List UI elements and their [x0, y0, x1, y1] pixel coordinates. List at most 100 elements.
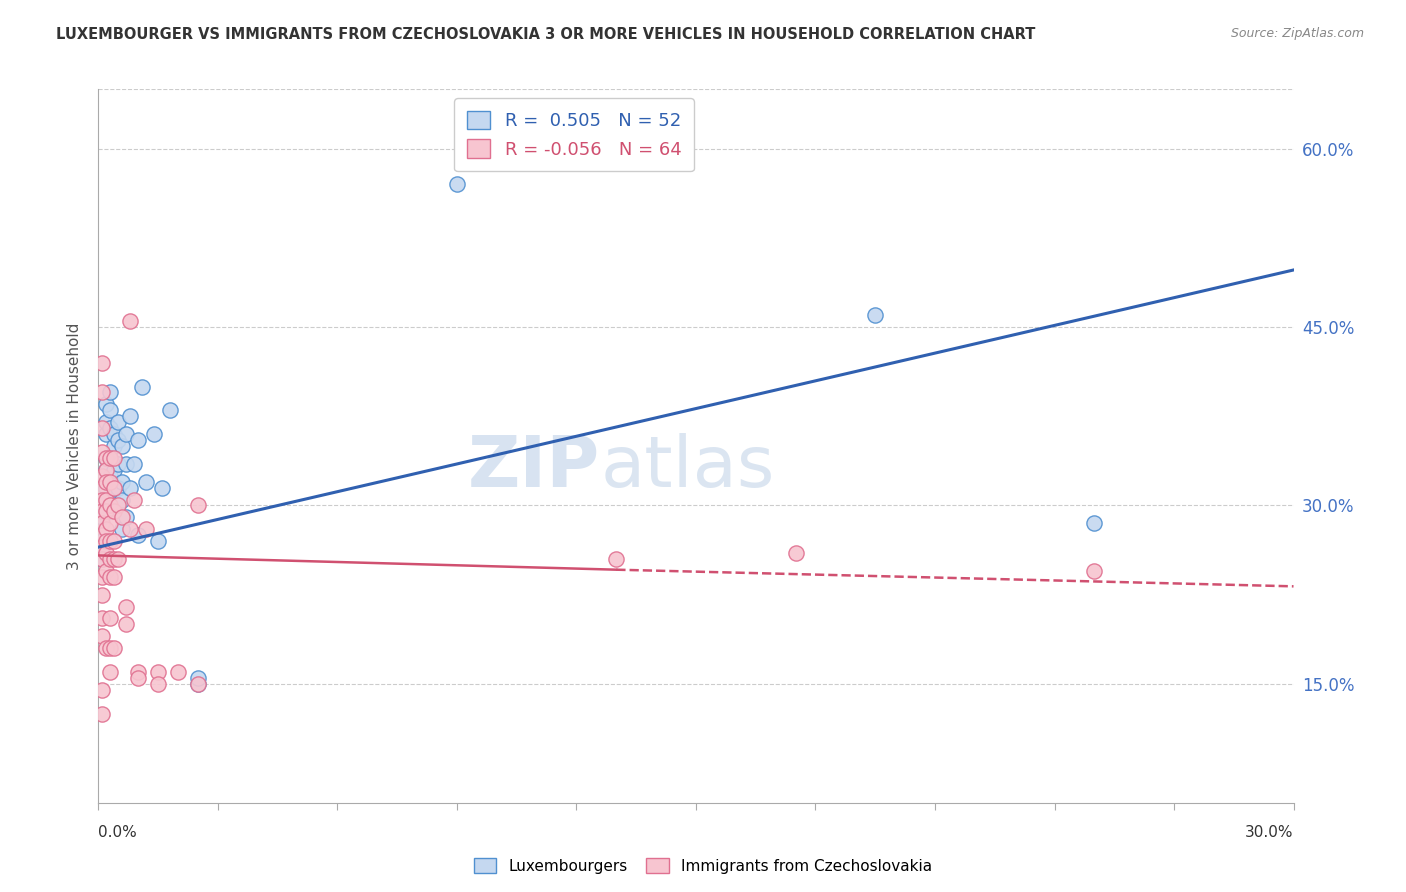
Point — [605, 552, 627, 566]
Point — [100, 450, 122, 465]
Point — [107, 481, 129, 495]
Point — [91, 468, 114, 483]
Y-axis label: 3 or more Vehicles in Household: 3 or more Vehicles in Household — [67, 322, 83, 570]
Point — [187, 677, 209, 691]
Point — [124, 457, 146, 471]
Point — [107, 499, 129, 513]
Point — [91, 588, 114, 602]
Point — [863, 308, 887, 322]
Point — [91, 504, 114, 518]
Point — [100, 403, 122, 417]
Point — [167, 665, 190, 679]
Point — [91, 385, 114, 400]
Point — [100, 492, 122, 507]
Point — [1083, 564, 1105, 578]
Point — [96, 481, 118, 495]
Point — [100, 475, 122, 489]
Point — [120, 481, 142, 495]
Point — [115, 510, 138, 524]
Point — [103, 450, 125, 465]
Point — [103, 481, 125, 495]
Point — [103, 504, 125, 518]
Point — [91, 510, 114, 524]
Point — [100, 665, 122, 679]
Point — [100, 534, 122, 549]
Point — [100, 450, 122, 465]
Point — [91, 682, 114, 697]
Point — [96, 450, 118, 465]
Point — [127, 528, 149, 542]
Point — [135, 522, 157, 536]
Point — [103, 427, 125, 442]
Point — [91, 445, 114, 459]
Point — [103, 481, 125, 495]
Point — [91, 356, 114, 370]
Point — [91, 481, 114, 495]
Point — [91, 706, 114, 721]
Point — [120, 522, 142, 536]
Point — [103, 570, 125, 584]
Point — [103, 641, 125, 656]
Point — [96, 463, 118, 477]
Point — [111, 492, 134, 507]
Point — [135, 475, 157, 489]
Point — [187, 671, 209, 685]
Point — [785, 546, 807, 560]
Point — [111, 439, 134, 453]
Point — [100, 611, 122, 625]
Point — [91, 629, 114, 643]
Point — [148, 534, 170, 549]
Point — [91, 570, 114, 584]
Legend: R =  0.505   N = 52, R = -0.056   N = 64: R = 0.505 N = 52, R = -0.056 N = 64 — [454, 98, 695, 171]
Point — [91, 534, 114, 549]
Point — [96, 492, 118, 507]
Legend: Luxembourgers, Immigrants from Czechoslovakia: Luxembourgers, Immigrants from Czechoslo… — [467, 852, 939, 880]
Point — [91, 528, 114, 542]
Point — [91, 499, 114, 513]
Point — [103, 463, 125, 477]
Point — [96, 475, 118, 489]
Point — [100, 499, 122, 513]
Text: atlas: atlas — [600, 433, 775, 502]
Point — [96, 415, 118, 429]
Point — [103, 534, 125, 549]
Point — [96, 504, 118, 518]
Point — [111, 522, 134, 536]
Point — [107, 433, 129, 447]
Point — [100, 516, 122, 531]
Text: 0.0%: 0.0% — [98, 825, 138, 840]
Point — [107, 552, 129, 566]
Point — [91, 552, 114, 566]
Text: ZIP: ZIP — [468, 433, 600, 502]
Point — [91, 540, 114, 554]
Point — [91, 421, 114, 435]
Point — [120, 409, 142, 424]
Point — [127, 671, 149, 685]
Text: Source: ZipAtlas.com: Source: ZipAtlas.com — [1230, 27, 1364, 40]
Point — [96, 450, 118, 465]
Point — [115, 599, 138, 614]
Point — [91, 504, 114, 518]
Point — [103, 439, 125, 453]
Point — [103, 499, 125, 513]
Point — [100, 421, 122, 435]
Point — [100, 385, 122, 400]
Point — [91, 552, 114, 566]
Point — [96, 641, 118, 656]
Point — [127, 665, 149, 679]
Point — [100, 468, 122, 483]
Point — [124, 492, 146, 507]
Point — [107, 499, 129, 513]
Point — [96, 522, 118, 536]
Point — [103, 552, 125, 566]
Point — [96, 463, 118, 477]
Point — [115, 427, 138, 442]
Point — [143, 427, 166, 442]
Point — [100, 570, 122, 584]
Point — [111, 510, 134, 524]
Point — [148, 665, 170, 679]
Point — [91, 546, 114, 560]
Point — [96, 564, 118, 578]
Point — [96, 546, 118, 560]
Point — [150, 481, 173, 495]
